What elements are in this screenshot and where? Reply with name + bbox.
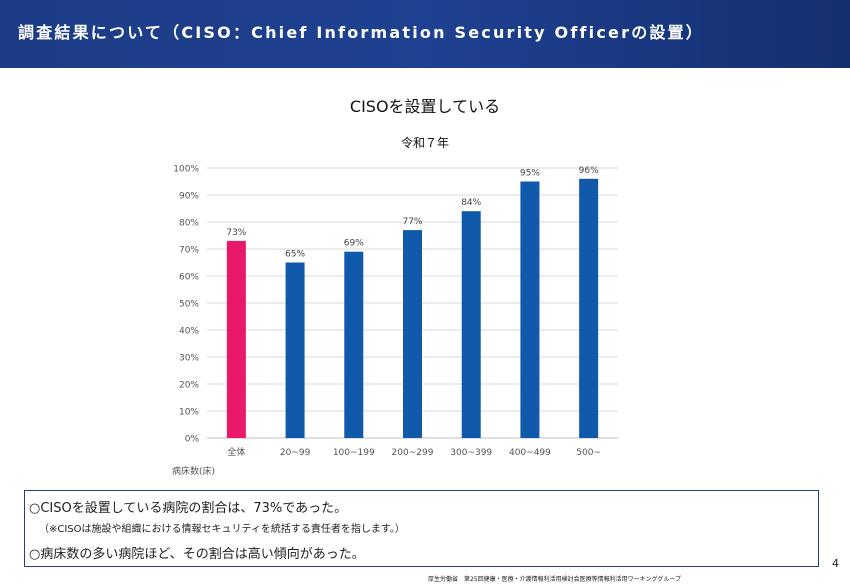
summary-line-2: ○病床数の多い病院ほど、その割合は高い傾向があった。 [29, 547, 365, 562]
slide-title: CISOを設置している [349, 97, 501, 116]
y-tick-label: 10% [179, 408, 199, 418]
data-label: 77% [402, 217, 422, 227]
header-title: 調査結果について（CISO：Chief Information Security… [18, 23, 704, 42]
x-tick-label: 200~299 [392, 448, 434, 458]
bar [344, 251, 364, 438]
data-label: 96% [579, 166, 599, 176]
data-label: 73% [226, 228, 246, 238]
y-tick-label: 80% [179, 219, 199, 229]
x-tick-label: 300~399 [450, 448, 492, 458]
bar [520, 181, 540, 438]
bar [285, 262, 305, 438]
y-tick-label: 50% [179, 300, 199, 310]
x-axis-label: 病床数(床) [172, 465, 215, 477]
y-tick-label: 0% [185, 435, 200, 445]
summary-note: （※CISOは施設や組織における情報セキュリティを統括する責任者を指します。） [39, 524, 405, 535]
header-bar: 調査結果について（CISO：Chief Information Security… [0, 0, 850, 68]
page-number: 4 [832, 557, 839, 570]
x-tick-label: 20~99 [280, 448, 311, 458]
summary-box: ○CISOを設置している病院の割合は、73%であった。 （※CISOは施設や組織… [24, 490, 819, 567]
bar [579, 178, 599, 439]
x-tick-label: 100~199 [333, 448, 375, 458]
chart-subtitle: 令和７年 [400, 136, 449, 150]
x-tick-label: 500~ [576, 448, 601, 458]
bar [226, 240, 246, 438]
y-tick-label: 20% [179, 381, 199, 391]
data-label: 95% [520, 169, 540, 179]
data-label: 65% [285, 250, 305, 260]
y-tick-label: 40% [179, 327, 199, 337]
y-tick-label: 100% [173, 165, 199, 175]
y-tick-label: 30% [179, 354, 199, 364]
y-tick-label: 60% [179, 273, 199, 283]
data-label: 84% [461, 198, 481, 208]
x-tick-label: 全体 [227, 446, 245, 458]
bar [461, 211, 481, 438]
footer-source: 厚生労働省 第25回健康・医療・介護情報利活用検討会医療等情報利活用ワーキンググ… [428, 576, 681, 583]
y-tick-label: 70% [179, 246, 199, 256]
y-tick-label: 90% [179, 192, 199, 202]
summary-line-1: ○CISOを設置している病院の割合は、73%であった。 [29, 501, 348, 516]
x-tick-label: 400~499 [509, 448, 551, 458]
bar-chart: 0% 10% 20% 30% 40% 50% 60% 70% 80% 90% 100% 73% 全体 65… [172, 165, 618, 477]
data-label: 69% [344, 239, 364, 249]
bar [403, 230, 422, 438]
